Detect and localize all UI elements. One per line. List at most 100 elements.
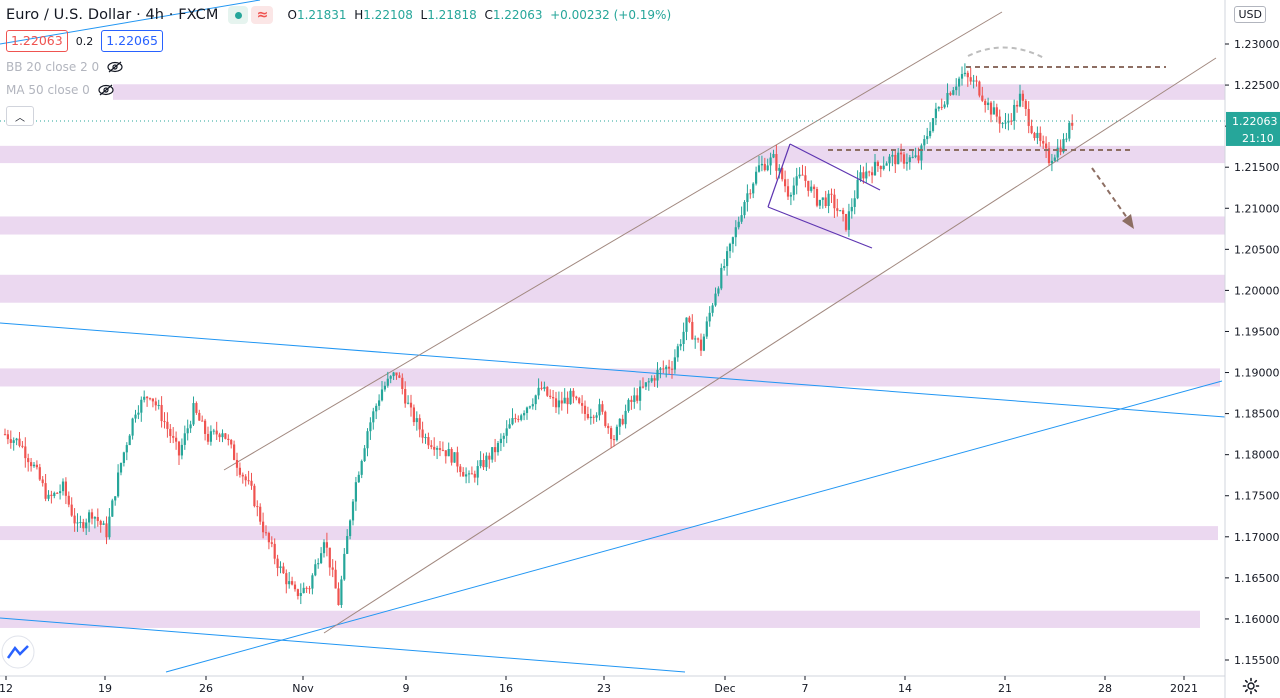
candle-body	[879, 166, 882, 170]
candle-body	[734, 227, 737, 238]
candle-body	[206, 433, 210, 442]
candle-body	[798, 174, 801, 177]
collapse-legend-button[interactable]: ︿	[6, 106, 34, 126]
price-tick-label: 1.16000	[1234, 613, 1280, 626]
candle-body	[612, 439, 616, 441]
zone-band	[0, 368, 1220, 387]
candle-body	[224, 433, 227, 439]
candle-body	[496, 443, 500, 453]
candle-body	[227, 438, 230, 440]
tradingview-logo-mark	[6, 645, 29, 659]
eye-off-icon[interactable]	[98, 84, 114, 96]
candle-body	[137, 412, 140, 415]
candle-body	[934, 108, 937, 119]
candle-body	[902, 154, 906, 164]
candle-body	[865, 171, 868, 179]
market-open-icon[interactable]	[228, 6, 249, 24]
candle-body	[876, 161, 879, 167]
price-tick-label: 1.21500	[1234, 161, 1280, 174]
candle-body	[781, 167, 784, 180]
candle-body	[276, 558, 279, 569]
candle-body	[96, 517, 99, 521]
candle-body	[760, 163, 763, 166]
candle-body	[636, 395, 639, 401]
candle-body	[189, 424, 192, 429]
gear-icon[interactable]	[1242, 677, 1260, 695]
price-tick-label: 1.22500	[1234, 79, 1280, 92]
candle-body	[1065, 138, 1068, 140]
candle-body	[531, 404, 534, 407]
candle-body	[305, 587, 308, 589]
candle-body	[853, 198, 856, 207]
candle-body	[984, 100, 987, 105]
candle-body	[601, 404, 604, 412]
candle-body	[656, 369, 659, 381]
candle-body	[537, 387, 540, 396]
candle-body	[340, 579, 343, 606]
indicator-bb-label: BB 20 close 2 0	[6, 60, 100, 74]
candle-body	[708, 312, 711, 322]
candle-body	[813, 186, 816, 190]
trade-row: 1.22063 0.2 1.22065	[6, 30, 163, 52]
compare-wave-icon[interactable]: ≈	[251, 6, 274, 24]
price-tick-label: 1.19500	[1234, 325, 1280, 338]
candle-body	[987, 102, 990, 105]
candle-body	[517, 418, 520, 420]
candle-body	[804, 175, 807, 181]
buy-button[interactable]: 1.22065	[101, 30, 163, 52]
candle-body	[549, 395, 552, 398]
candle-body	[682, 331, 685, 344]
candle-body	[64, 481, 67, 496]
candle-body	[1007, 120, 1010, 123]
flag-left-edge	[767, 143, 791, 208]
candle-body	[940, 106, 943, 108]
candle-body	[668, 366, 671, 369]
candle-body	[598, 404, 601, 416]
currency-label[interactable]: USD	[1234, 6, 1266, 23]
symbol-title[interactable]: Euro / U.S. Dollar · 4h · FXCM	[6, 7, 219, 23]
flag-lower-line	[767, 206, 873, 249]
candle-body	[943, 104, 946, 108]
candle-body	[253, 485, 256, 507]
candle-body	[839, 210, 842, 212]
candle-body	[462, 471, 465, 477]
candle-body	[908, 157, 911, 163]
candle-body	[679, 343, 682, 347]
candle-body	[314, 564, 317, 576]
candle-body	[166, 421, 169, 429]
candle-body	[746, 193, 749, 203]
indicator-bb[interactable]: BB 20 close 2 0	[6, 60, 123, 74]
candle-body	[830, 193, 833, 195]
candle-body	[952, 90, 955, 95]
candle-body	[784, 179, 787, 187]
candle-body	[552, 397, 555, 399]
eye-off-icon[interactable]	[107, 61, 123, 73]
candle-body	[720, 267, 723, 289]
candle-body	[685, 317, 688, 332]
zone-band	[0, 610, 1200, 628]
sell-button[interactable]: 1.22063	[6, 30, 68, 52]
candle-body	[111, 500, 114, 517]
candle-body	[772, 154, 775, 158]
indicator-ma[interactable]: MA 50 close 0	[6, 83, 114, 97]
candle-body	[633, 395, 636, 402]
price-tick-label: 1.21000	[1234, 202, 1280, 215]
candle-body	[337, 588, 340, 606]
candle-body	[349, 520, 352, 537]
candle-body	[273, 543, 276, 559]
candle-body	[41, 479, 44, 484]
candle-body	[1010, 120, 1013, 122]
candle-body	[717, 288, 720, 294]
candle-body	[235, 459, 239, 468]
candle-body	[699, 339, 703, 351]
candle-body	[836, 208, 839, 211]
candle-body	[491, 447, 494, 460]
candle-body	[412, 407, 415, 423]
channel-lower-line	[323, 57, 1217, 634]
candle-body	[73, 515, 76, 524]
candle-body	[630, 399, 633, 402]
candle-body	[502, 435, 505, 439]
candle-body	[752, 183, 755, 194]
